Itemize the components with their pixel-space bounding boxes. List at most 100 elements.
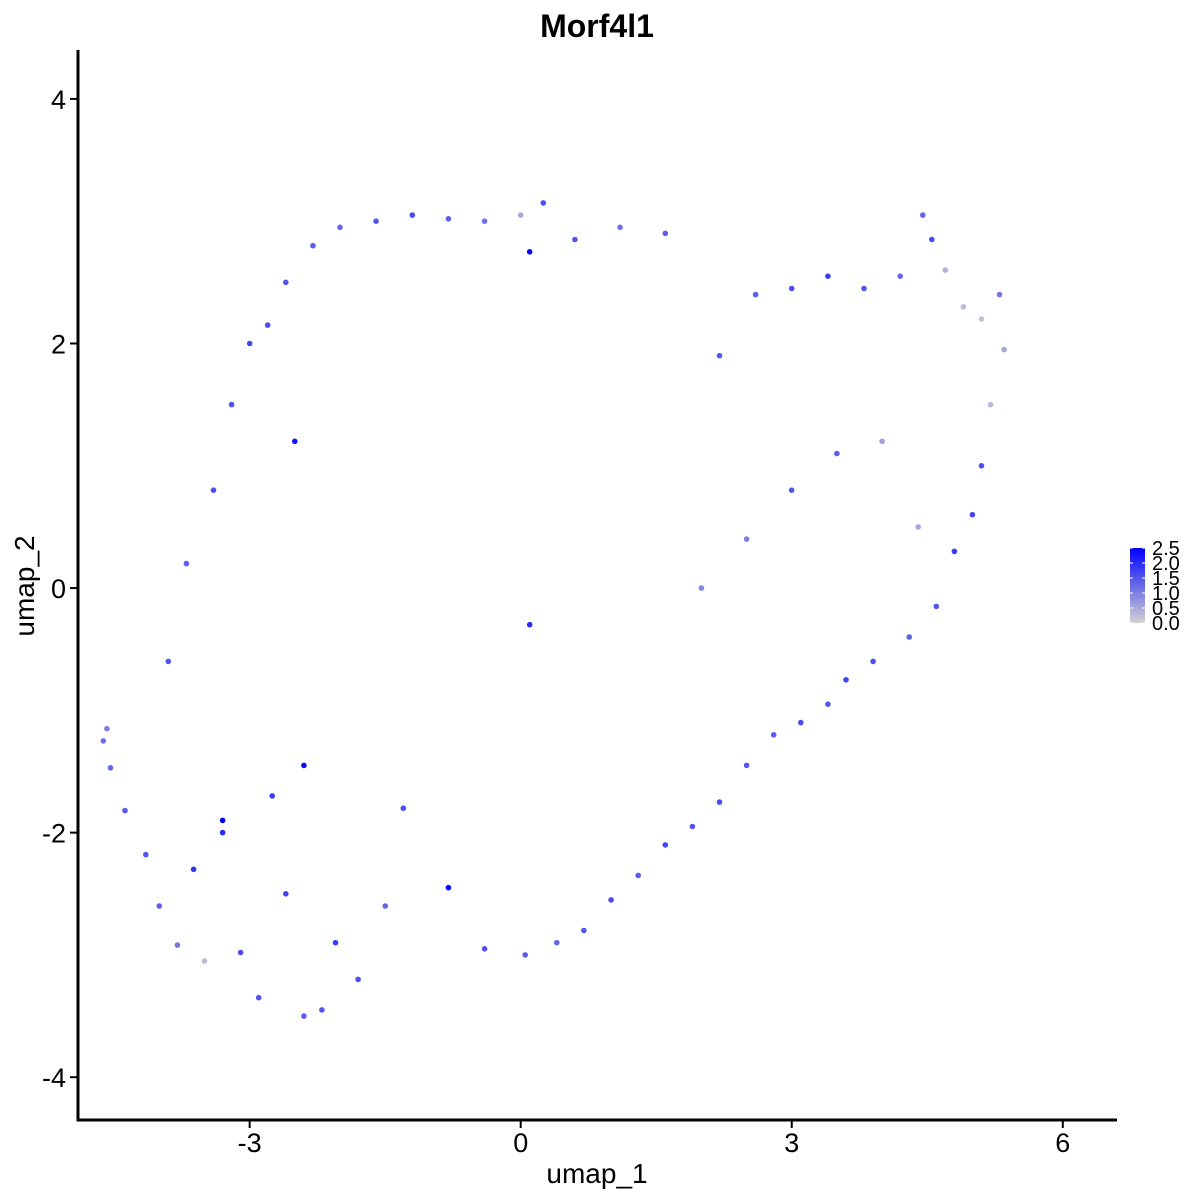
data-point — [716, 799, 723, 805]
data-point — [337, 224, 343, 231]
data-point — [788, 285, 795, 292]
data-point — [861, 285, 867, 292]
data-point — [409, 212, 416, 218]
data-point — [332, 939, 339, 946]
data-point — [929, 236, 935, 243]
data-point — [770, 732, 777, 738]
y-tick-label: 0 — [51, 574, 66, 604]
data-point — [292, 438, 298, 445]
data-point — [201, 958, 208, 964]
colorbar-tick-label: 1.0 — [1152, 583, 1180, 605]
data-point — [978, 316, 985, 322]
data-point — [301, 1013, 307, 1019]
colorbar-tick-label: 1.5 — [1152, 568, 1180, 590]
data-point — [219, 817, 226, 824]
x-tick-label: 3 — [784, 1128, 799, 1158]
data-point — [752, 291, 759, 298]
colorbar-tick-label: 0.5 — [1152, 598, 1180, 620]
data-point — [183, 560, 190, 567]
data-point — [255, 994, 262, 1001]
data-point — [581, 927, 587, 934]
data-point — [743, 762, 750, 769]
scatter-points — [100, 200, 1007, 1019]
data-point — [228, 401, 235, 408]
data-point — [283, 891, 289, 897]
x-tick-label: -3 — [238, 1128, 262, 1158]
data-point — [978, 463, 985, 469]
data-point — [996, 291, 1003, 298]
data-point — [104, 725, 110, 732]
y-tick-label: 4 — [51, 85, 66, 115]
data-point — [825, 701, 831, 707]
data-point — [400, 805, 407, 811]
data-point — [100, 738, 107, 744]
y-axis-ticks: -4 -2 0 2 4 — [42, 85, 78, 1093]
colorbar-tick-label: 2.5 — [1152, 538, 1180, 560]
y-tick-label: -2 — [42, 819, 66, 849]
data-point — [572, 236, 578, 243]
data-point — [190, 866, 197, 873]
y-tick-label: 2 — [51, 329, 66, 359]
data-point — [1001, 346, 1007, 353]
data-point — [942, 267, 949, 273]
data-point — [264, 322, 271, 328]
data-point — [906, 634, 912, 640]
colorbar-gradient — [1130, 548, 1145, 623]
data-point — [517, 212, 524, 218]
data-point — [969, 511, 976, 518]
data-point — [283, 279, 289, 286]
data-point — [897, 273, 903, 280]
data-point — [716, 352, 723, 359]
data-point — [526, 249, 533, 255]
x-axis-ticks: -3 0 3 6 — [238, 1120, 1070, 1158]
data-point — [219, 829, 226, 836]
data-point — [825, 273, 831, 280]
data-point — [522, 952, 528, 958]
data-point — [933, 603, 940, 610]
data-point — [843, 677, 849, 683]
data-point — [237, 949, 244, 956]
data-point — [617, 224, 623, 231]
data-point — [269, 793, 276, 799]
data-point — [951, 548, 958, 555]
data-point — [608, 897, 614, 903]
colorbar-ticks: 0.00.51.01.52.02.5 — [1130, 538, 1180, 635]
data-point — [445, 216, 452, 222]
data-point — [481, 218, 488, 224]
data-point — [165, 658, 172, 665]
colorbar-tick-label: 0.0 — [1152, 613, 1180, 635]
data-point — [122, 807, 128, 814]
y-tick-label: -4 — [42, 1063, 66, 1093]
data-point — [143, 851, 149, 858]
data-point — [310, 242, 316, 249]
data-point — [526, 621, 533, 628]
data-point — [554, 939, 560, 946]
data-point — [156, 903, 163, 909]
data-point — [987, 401, 994, 408]
data-point — [920, 212, 926, 218]
data-point — [373, 218, 379, 224]
data-point — [915, 524, 921, 530]
data-point — [662, 842, 669, 848]
x-tick-label: 6 — [1055, 1128, 1070, 1158]
data-point — [301, 762, 307, 769]
data-point — [382, 903, 389, 909]
data-point — [355, 976, 361, 983]
y-axis-title: umap_2 — [9, 535, 40, 636]
data-point — [662, 230, 669, 237]
data-point — [481, 946, 488, 952]
data-point — [879, 438, 885, 445]
data-point — [689, 823, 696, 830]
data-point — [834, 450, 840, 457]
data-point — [788, 487, 795, 494]
data-point — [319, 1007, 325, 1013]
data-point — [798, 719, 804, 726]
data-point — [246, 340, 253, 347]
data-point — [743, 536, 750, 542]
chart-title: Morf4l1 — [540, 8, 654, 44]
data-point — [960, 304, 967, 310]
color-legend: 0.00.51.01.52.02.5 — [1130, 538, 1180, 635]
data-point — [698, 585, 705, 591]
data-point — [870, 658, 876, 665]
